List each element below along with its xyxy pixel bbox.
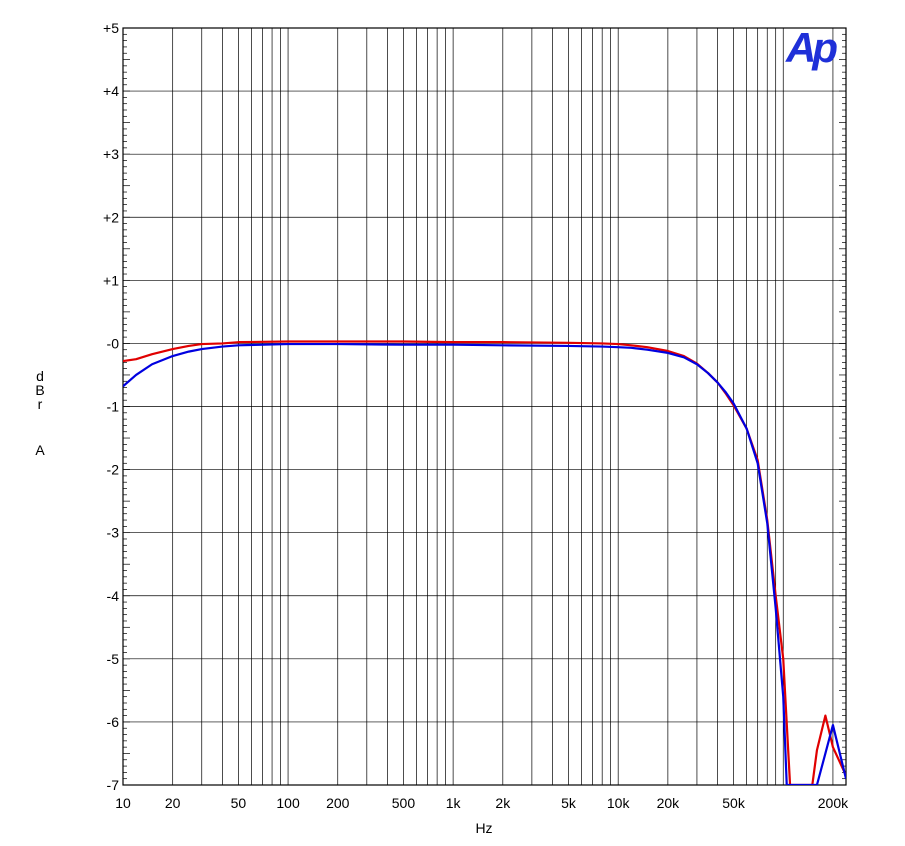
x-tick-label: 10 (115, 795, 131, 811)
x-tick-label: 50k (722, 795, 746, 811)
y-axis-label-char: r (38, 396, 43, 412)
y-tick-label: +1 (103, 272, 119, 288)
y-tick-label: -4 (107, 588, 120, 604)
x-axis-label: Hz (475, 820, 492, 836)
y-tick-label: -6 (107, 714, 120, 730)
y-tick-label: +5 (103, 20, 119, 36)
y-axis-label-char: d (36, 368, 44, 384)
y-axis-label-char: B (35, 382, 44, 398)
x-tick-label: 50 (231, 795, 247, 811)
y-tick-label: -7 (107, 777, 120, 793)
x-tick-label: 2k (495, 795, 511, 811)
y-tick-label: +4 (103, 83, 119, 99)
y-tick-label: +2 (103, 209, 119, 225)
y-tick-label: +3 (103, 146, 119, 162)
x-tick-label: 1k (446, 795, 462, 811)
x-tick-labels: 10 20 50 100 200 500 1k 2k 5k 10k 20k 50k 200k (115, 795, 849, 811)
series-line-1 (123, 340, 846, 785)
ap-logo-text: Ap (785, 24, 837, 71)
ap-logo: Ap (785, 24, 841, 71)
x-tick-label: 5k (561, 795, 577, 811)
y-axis-label-char: A (35, 442, 45, 458)
y-tick-label: -2 (107, 462, 120, 478)
series-layer (123, 340, 846, 785)
y-tick-label: -5 (107, 651, 120, 667)
y-tick-label: -3 (107, 525, 120, 541)
axis-ticks (123, 27, 846, 786)
y-tick-labels: +5 +4 +3 +2 +1 -0 -1 -2 -3 -4 -5 -6 -7 (103, 20, 119, 793)
y-tick-label: -1 (107, 399, 120, 415)
y-axis-label: d B r A (35, 368, 45, 458)
x-tick-label: 200k (818, 795, 849, 811)
x-tick-label: 200 (326, 795, 350, 811)
y-tick-label: -0 (107, 335, 120, 351)
x-tick-label: 20k (657, 795, 681, 811)
plot-grid (123, 28, 846, 785)
x-tick-label: 500 (392, 795, 416, 811)
x-tick-label: 20 (165, 795, 181, 811)
x-tick-label: 10k (607, 795, 631, 811)
x-tick-label: 100 (276, 795, 300, 811)
series-line-2 (123, 342, 846, 785)
